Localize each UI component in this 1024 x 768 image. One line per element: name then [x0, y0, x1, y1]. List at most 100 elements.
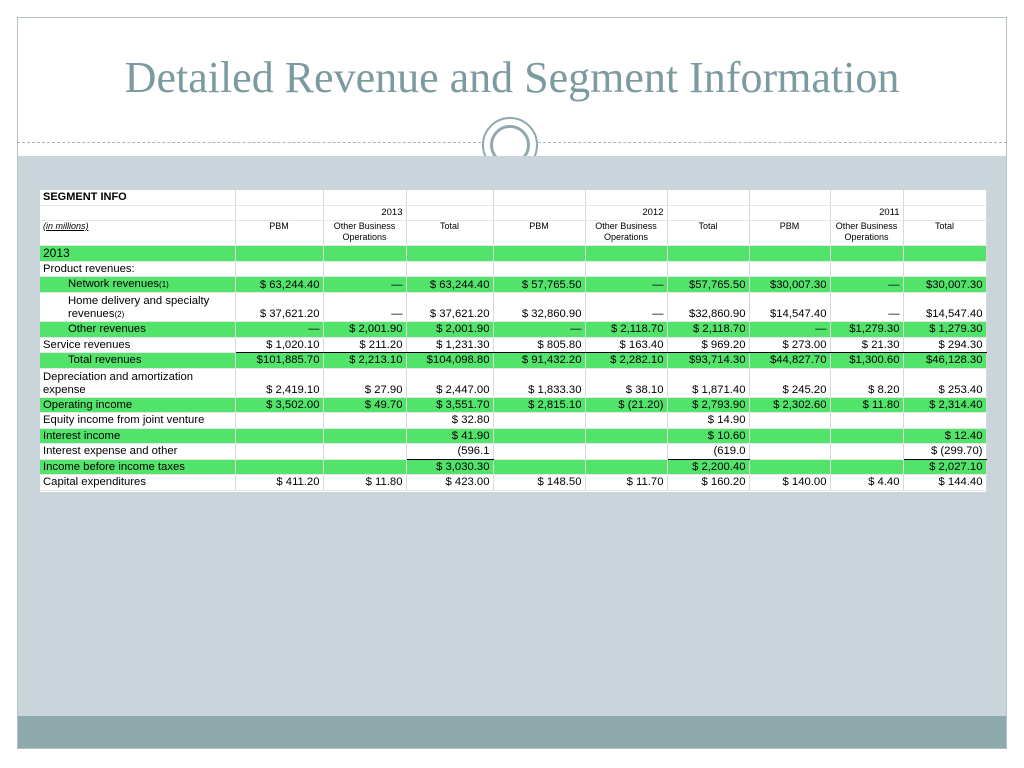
cell-value — [492, 412, 586, 429]
cell-value: $44,827.70 — [748, 352, 831, 369]
col-header-other: Other Business Operations — [323, 220, 407, 246]
col-header-other-l2: Operations — [342, 232, 387, 242]
cell-value: $57,765.50 — [667, 276, 750, 293]
col-header-other: Other Business Operations — [585, 220, 668, 246]
col-header-total: Total — [667, 220, 750, 246]
cell-value: $ 11.70 — [585, 474, 668, 491]
segment-table-sheet: SEGMENT INFO 2013 2012 2011 (in millions… — [40, 190, 987, 492]
cell-value: $ 144.40 — [903, 474, 987, 491]
footnote-ref: (1) — [159, 280, 169, 289]
col-header-other-l1: Other Business — [595, 221, 657, 231]
cell-value — [748, 443, 831, 460]
cell-value: $ 2,027.10 — [903, 459, 987, 475]
cell-value — [323, 412, 407, 429]
cell-value — [585, 428, 668, 444]
cell-value: $ 148.50 — [492, 474, 586, 491]
cell-value: $46,128.30 — [903, 352, 987, 369]
cell-value: $ 2,118.70 — [667, 321, 750, 338]
table-row: Equity income from joint venture $ 32.80… — [40, 412, 987, 429]
cell-value — [234, 428, 324, 444]
row-label: Total revenues — [40, 352, 236, 369]
cell-value: $104,098.80 — [406, 352, 494, 369]
cell-value: $ 805.80 — [492, 337, 586, 353]
row-label: Equity income from joint venture — [40, 412, 236, 429]
row-label: Other revenues — [40, 321, 236, 338]
cell-value: $ (299.70) — [903, 443, 987, 460]
cell-value: $ 91,432.20 — [492, 352, 586, 369]
cell-value: $ 2,314.40 — [903, 397, 987, 413]
cell-value: — — [585, 292, 668, 322]
cell-value: $101,885.70 — [234, 352, 324, 369]
cell-value: $ 63,244.40 — [234, 276, 324, 293]
cell-value — [585, 443, 668, 460]
cell-value: $ 1,279.30 — [903, 321, 987, 338]
cell-value: $ 160.20 — [667, 474, 750, 491]
col-header-other-l1: Other Business — [333, 221, 396, 231]
row-label: Interest expense and other — [40, 443, 236, 460]
table-row: Total revenues $101,885.70 $ 2,213.10 $1… — [40, 352, 987, 369]
year-header-2013: 2013 — [323, 205, 407, 221]
table-row: Network revenues(1) $ 63,244.40 — $ 63,2… — [40, 276, 987, 293]
cell-value: $ (21.20) — [585, 397, 668, 413]
row-label-line2: revenues — [68, 308, 115, 320]
year-header-2012: 2012 — [585, 205, 668, 221]
cell-value: $30,007.30 — [748, 276, 831, 293]
cell-value — [323, 443, 407, 460]
footnote-ref: (2) — [114, 310, 125, 319]
table-row: Operating income $ 3,502.00 $ 49.70 $ 3,… — [40, 397, 987, 413]
cell-value — [492, 428, 586, 444]
table-caption: SEGMENT INFO — [40, 190, 236, 206]
cell-value — [748, 459, 831, 475]
cell-value: $ 211.20 — [323, 337, 407, 353]
cell-value: $ 2,001.90 — [323, 321, 407, 338]
cell-value: $ 423.00 — [406, 474, 494, 491]
row-label-line1: Home delivery and specialty — [68, 295, 210, 307]
table-row: Home delivery and specialty revenues(2) $… — [40, 292, 987, 322]
cell-value: (619.0 — [667, 443, 750, 460]
cell-value: $ 32.80 — [406, 412, 494, 429]
cell-value — [585, 459, 668, 475]
row-label-line2: expense — [43, 383, 86, 396]
col-header-total: Total — [903, 220, 987, 246]
cell-value — [903, 412, 987, 429]
cell-value: $ 1,231.30 — [406, 337, 494, 353]
table-row: Income before income taxes $ 3,030.30 $ … — [40, 459, 987, 475]
cell-value: $ 2,447.00 — [406, 368, 494, 398]
cell-value: $ 3,030.30 — [406, 459, 494, 475]
product-revenues-label: Product revenues: — [40, 261, 236, 277]
cell-value: $ 12.40 — [903, 428, 987, 444]
cell-value: $ 163.40 — [585, 337, 668, 353]
cell-value: $ 11.80 — [323, 474, 407, 491]
cell-value: $ 14.90 — [667, 412, 750, 429]
cell-value — [830, 428, 904, 444]
cell-value: $ 63,244.40 — [406, 276, 494, 293]
cell-value: — — [323, 276, 407, 293]
cell-value: $ 1,871.40 — [667, 368, 750, 398]
cell-value: — — [748, 321, 831, 338]
cell-value: $ 38.10 — [585, 368, 668, 398]
cell-value: $ 245.20 — [748, 368, 831, 398]
cell-value — [830, 412, 904, 429]
col-header-pbm: PBM — [235, 220, 324, 246]
cell-value: $ 49.70 — [323, 397, 407, 413]
table-row: Depreciation and amortization expense $ 2… — [40, 368, 987, 398]
cell-value: $ 10.60 — [667, 428, 750, 444]
cell-value: — — [492, 321, 586, 338]
cell-value — [492, 443, 586, 460]
section-label: 2013 — [40, 245, 236, 262]
cell-value — [323, 428, 407, 444]
cell-value: $ 3,551.70 — [406, 397, 494, 413]
cell-value: $ 41.90 — [406, 428, 494, 444]
cell-value: $ 57,765.50 — [492, 276, 586, 293]
footer-band — [18, 716, 1006, 748]
cell-value — [830, 443, 904, 460]
cell-value: $ 2,001.90 — [406, 321, 494, 338]
cell-value: $ 1,833.30 — [492, 368, 586, 398]
cell-value: $30,007.30 — [903, 276, 987, 293]
cell-value: $ 2,200.40 — [667, 459, 750, 475]
cell-value: $ 2,118.70 — [585, 321, 668, 338]
cell-value: $ 2,302.60 — [748, 397, 831, 413]
cell-value — [748, 412, 831, 429]
cell-value — [323, 459, 407, 475]
cell-value: $ 32,860.90 — [492, 292, 586, 322]
